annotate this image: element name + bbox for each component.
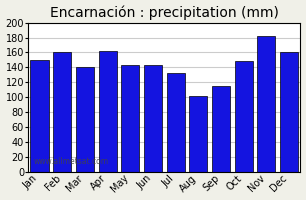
- Bar: [31, 60, 49, 172]
- Bar: [280, 52, 298, 172]
- Bar: [121, 65, 139, 172]
- Bar: [99, 51, 117, 172]
- Bar: [257, 36, 275, 172]
- Bar: [212, 86, 230, 172]
- Bar: [53, 52, 71, 172]
- Text: www.allmetsat.com: www.allmetsat.com: [34, 157, 109, 166]
- Bar: [166, 73, 185, 172]
- Bar: [144, 65, 162, 172]
- Bar: [235, 61, 253, 172]
- Title: Encarnación : precipitation (mm): Encarnación : precipitation (mm): [50, 6, 279, 20]
- Bar: [189, 96, 207, 172]
- Bar: [76, 67, 94, 172]
